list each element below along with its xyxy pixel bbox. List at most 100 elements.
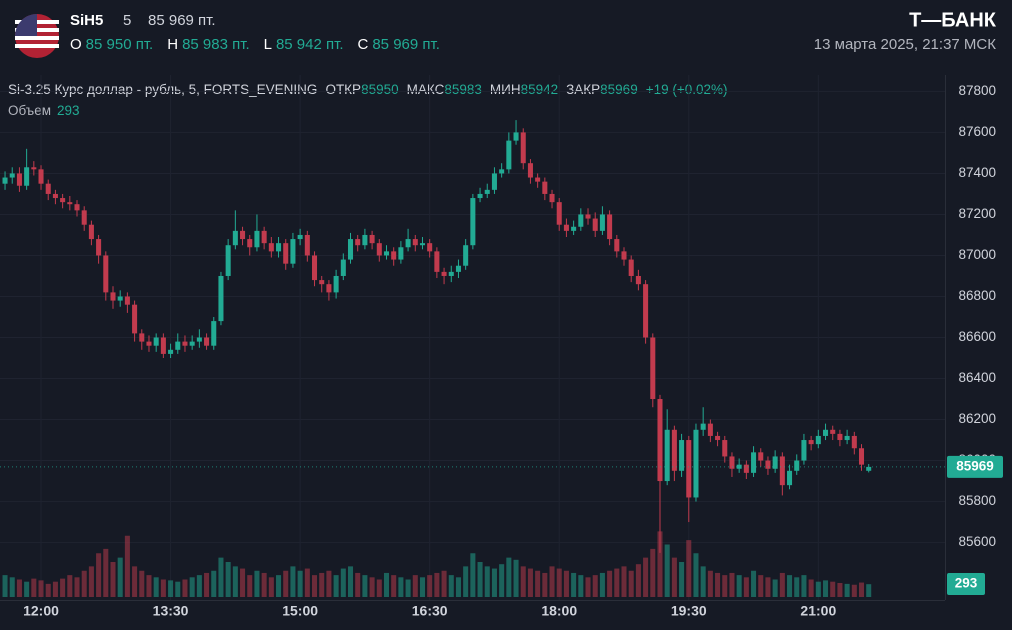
x-tick-label: 19:30	[671, 603, 707, 619]
candle-body	[470, 198, 476, 246]
candle-body	[736, 464, 742, 469]
ohlc-label: O	[70, 36, 82, 53]
volume-bar	[571, 572, 577, 597]
x-tick-label: 12:00	[23, 603, 59, 619]
volume-bar	[175, 581, 181, 597]
y-tick-label: 87600	[958, 124, 996, 139]
volume-bar	[376, 579, 382, 597]
legend-label: МАКС	[407, 82, 445, 97]
volume-bar	[139, 570, 145, 597]
candle-body	[743, 464, 749, 473]
candle-body	[369, 234, 375, 244]
candle-body	[664, 429, 670, 482]
volume-bar	[419, 577, 425, 597]
volume-bar	[81, 570, 87, 597]
candle-body	[657, 399, 663, 482]
volume-bar	[132, 566, 138, 597]
datetime: 13 марта 2025, 21:37 МСК	[814, 36, 996, 53]
candle-body	[801, 440, 807, 461]
candle-body	[463, 245, 469, 266]
candle-body	[758, 452, 764, 461]
last-price-label: 85969	[956, 458, 994, 473]
volume-bar	[225, 562, 231, 597]
candle-body	[398, 247, 404, 260]
y-tick-label: 87000	[958, 247, 996, 262]
volume-bar	[347, 566, 354, 597]
volume-bar	[671, 557, 677, 597]
volume-legend: Объем 293	[8, 103, 80, 118]
candle-body	[715, 435, 721, 441]
volume-bar	[297, 570, 303, 597]
candle-body	[204, 337, 210, 346]
candle-body	[686, 440, 692, 498]
candle-body	[74, 204, 80, 211]
candle-body	[722, 440, 728, 457]
y-tick-label: 86200	[958, 411, 996, 426]
volume-bar	[189, 577, 195, 597]
candle-body	[218, 275, 224, 322]
volume-bar	[45, 583, 51, 597]
candle-body	[535, 177, 541, 182]
candle-body	[211, 321, 217, 346]
ohlc-value: 85 942 пт.	[276, 36, 344, 53]
legend: Si-3.25 Курс доллар - рубль, 5, FORTS_EV…	[8, 82, 728, 97]
candle-body	[679, 440, 685, 471]
volume-bar	[333, 575, 339, 597]
candle-body	[31, 167, 37, 170]
candle-body	[794, 460, 800, 471]
candle-body	[441, 271, 447, 276]
candle-body	[247, 239, 253, 248]
ohlc-label: C	[358, 36, 369, 53]
candle-body	[110, 292, 116, 301]
volume-bar	[218, 557, 224, 597]
volume-bar	[535, 570, 541, 597]
volume-bar	[470, 553, 476, 597]
candle-body	[571, 226, 577, 231]
candle-body	[643, 284, 649, 338]
candle-body	[729, 456, 735, 469]
y-tick-label: 85600	[958, 534, 996, 549]
y-tick-label: 87800	[958, 83, 996, 98]
volume-bar	[736, 575, 742, 597]
volume-bar	[751, 570, 757, 597]
candle-body	[225, 245, 231, 276]
price-pane	[0, 120, 945, 553]
candle-body	[153, 337, 159, 346]
candle-body	[772, 456, 778, 469]
volume-bar	[304, 568, 310, 597]
volume-bar	[60, 578, 66, 597]
candle-body	[304, 234, 310, 256]
candle-body	[693, 429, 699, 498]
volume-bar	[866, 584, 872, 597]
volume-bar	[405, 579, 411, 597]
volume-bar	[110, 562, 116, 597]
volume-legend-value: 293	[57, 103, 80, 118]
volume-bar	[837, 583, 843, 597]
candle-body	[614, 239, 620, 252]
candle-body	[240, 230, 246, 240]
volume-bar	[700, 566, 706, 597]
volume-bar	[67, 575, 73, 597]
candle-body	[830, 429, 836, 434]
x-tick-label: 16:30	[412, 603, 448, 619]
volume-bar	[743, 577, 749, 597]
candle-body	[16, 173, 22, 186]
candle-body	[38, 169, 44, 184]
candle-body	[578, 214, 584, 227]
candle-body	[160, 337, 166, 354]
volume-bar	[808, 579, 814, 597]
candle-body	[139, 333, 145, 342]
volume-bar	[491, 568, 497, 597]
brand-logo: Т—БАНК	[909, 9, 997, 31]
candle-body	[297, 234, 303, 240]
candle-body	[45, 183, 51, 194]
legend-change: +19 (+0.02%)	[646, 82, 728, 97]
volume-bar	[463, 566, 469, 597]
candle-body	[326, 284, 332, 293]
volume-bar	[124, 535, 130, 597]
candle-body	[376, 243, 382, 256]
candle-body	[52, 193, 58, 199]
volume-bar	[513, 559, 519, 597]
x-tick-label: 13:30	[153, 603, 189, 619]
candle-body	[635, 275, 641, 285]
